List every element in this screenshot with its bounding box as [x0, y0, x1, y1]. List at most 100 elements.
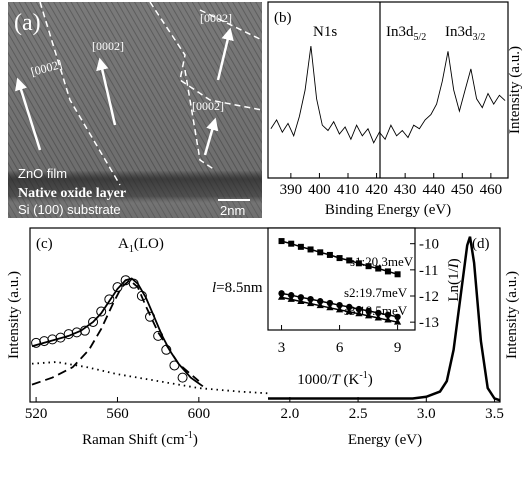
data-point — [375, 309, 382, 317]
data-point — [355, 309, 363, 317]
y-tick-label: -10 — [419, 237, 439, 253]
x-tick-label: 450 — [451, 182, 474, 198]
data-point — [317, 249, 324, 256]
data-point — [346, 303, 353, 311]
scale-bar-label: 2nm — [220, 203, 245, 218]
data-point — [88, 316, 99, 327]
data-point — [277, 293, 286, 300]
data-point — [278, 238, 285, 245]
y-axis-label: Intensity (a.u.) — [6, 271, 22, 359]
data-point — [335, 305, 344, 313]
data-point — [326, 299, 334, 307]
x-tick-label: 6 — [336, 340, 344, 356]
x-tick-label: 560 — [106, 406, 129, 422]
data-point — [384, 316, 392, 323]
data-point — [336, 301, 343, 309]
data-line — [31, 361, 269, 395]
x-tick-label: 3 — [278, 340, 286, 356]
data-point — [384, 311, 392, 319]
direction-label: [0002] — [92, 39, 124, 53]
data-point — [336, 255, 343, 262]
layer-label: Native oxide layer — [18, 186, 126, 201]
panel-label: (a) — [14, 10, 41, 36]
data-point — [297, 297, 305, 304]
direction-label: [0002] — [192, 99, 224, 113]
data-point — [287, 295, 295, 302]
data-line — [31, 279, 200, 386]
data-point — [307, 295, 314, 303]
x-tick-label: 430 — [394, 182, 417, 198]
data-point — [316, 301, 324, 309]
data-point — [112, 282, 123, 293]
data-point — [375, 265, 382, 272]
data-point — [104, 294, 115, 305]
layer-label: ZnO film — [18, 166, 67, 181]
data-point — [393, 318, 402, 325]
data-point — [297, 294, 305, 301]
annotation: A1(LO) — [118, 236, 164, 255]
data-point — [326, 303, 334, 311]
annotation: In3d5/2 — [386, 24, 426, 43]
direction-label: [0002] — [200, 11, 232, 25]
data-point — [364, 311, 373, 319]
data-point — [307, 246, 314, 253]
data-point — [355, 260, 362, 267]
data-point — [297, 243, 304, 250]
annotation: In3d3/2 — [445, 24, 485, 43]
tem-image — [8, 1, 263, 218]
x-tick-label: 2.5 — [349, 406, 368, 422]
data-line — [270, 45, 506, 144]
plot-frame — [267, 1, 509, 179]
x-tick-label: 410 — [337, 182, 360, 198]
data-point — [384, 268, 391, 275]
x-tick-label: 420 — [365, 182, 388, 198]
data-point — [365, 307, 372, 315]
data-point — [96, 306, 107, 317]
y-tick-label: -11 — [419, 263, 438, 279]
series-label: s2:19.7meV — [344, 285, 408, 300]
data-point — [306, 299, 315, 307]
data-point — [288, 240, 295, 247]
x-axis-label: 1000/T (K-1) — [297, 370, 372, 388]
x-tick-label: 440 — [422, 182, 445, 198]
y-tick-label: -12 — [419, 289, 439, 305]
data-point — [326, 251, 333, 258]
x-axis-label: Raman Shift (cm-1) — [82, 430, 198, 448]
x-tick-label: 400 — [308, 182, 331, 198]
panel-label: (c) — [36, 236, 53, 252]
x-tick-label: 600 — [188, 406, 211, 422]
y-axis-label: Intensity (a.u.) — [504, 271, 520, 359]
panel-label: (b) — [274, 10, 292, 26]
x-tick-label: 2.0 — [280, 406, 299, 422]
annotation: N1s — [313, 24, 337, 40]
x-tick-label: 9 — [394, 340, 402, 356]
data-line — [268, 236, 501, 402]
data-point — [31, 337, 42, 348]
annotation: l=8.5nm — [212, 280, 263, 296]
data-point — [317, 298, 324, 305]
data-point — [346, 257, 353, 264]
y-axis-label: Ln(1/I) — [446, 258, 462, 301]
y-axis-label: Intensity (a.u.) — [507, 46, 523, 134]
x-axis-label: Energy (eV) — [348, 432, 422, 448]
data-point — [374, 313, 382, 321]
x-tick-label: 390 — [280, 182, 303, 198]
layer-label: Si (100) substrate — [18, 202, 121, 217]
data-point — [365, 263, 372, 270]
x-tick-label: 520 — [25, 406, 48, 422]
data-point — [288, 292, 295, 299]
plot-frame — [29, 227, 501, 403]
x-axis-label: Binding Energy (eV) — [325, 202, 451, 218]
data-point — [394, 313, 401, 321]
x-tick-label: 3.5 — [485, 406, 504, 422]
data-point — [71, 327, 82, 338]
data-point — [355, 305, 363, 313]
x-tick-label: 3.0 — [417, 406, 436, 422]
x-tick-label: 460 — [480, 182, 503, 198]
panel-label: (d) — [472, 236, 490, 252]
y-tick-label: -13 — [419, 315, 439, 331]
data-point — [177, 372, 188, 383]
data-point — [394, 271, 401, 278]
data-point — [345, 307, 353, 315]
